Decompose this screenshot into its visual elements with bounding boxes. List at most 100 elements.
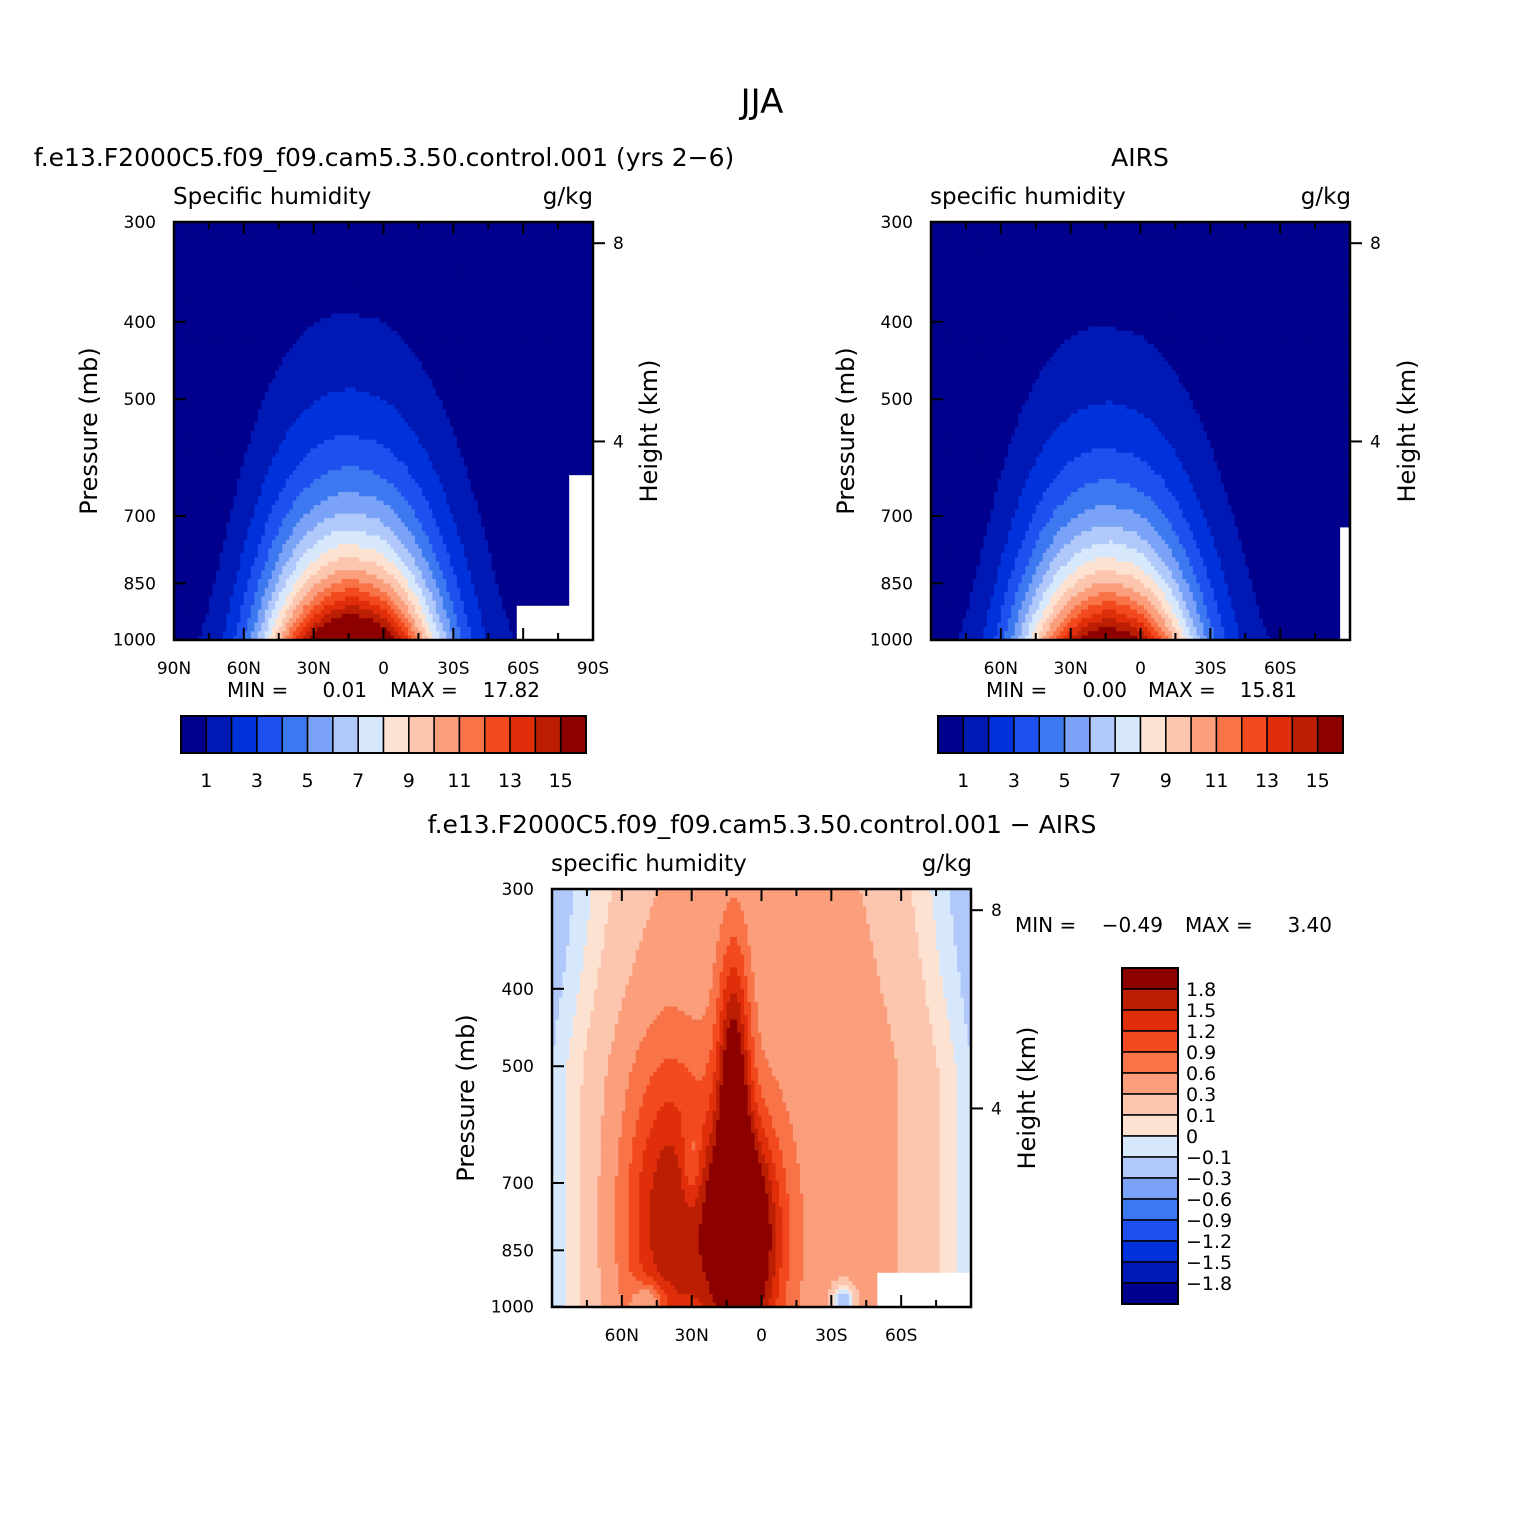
contour-cell [257, 326, 262, 332]
contour-cell [411, 370, 416, 375]
contour-cell [575, 261, 580, 267]
contour-cell [582, 396, 587, 402]
contour-cell [338, 243, 343, 249]
contour-cell [257, 317, 262, 323]
contour-cell [345, 383, 350, 389]
contour-cell [565, 274, 570, 280]
contour-cell [414, 235, 420, 241]
contour-cell [491, 243, 496, 249]
contour-cell [579, 265, 584, 271]
contour-cell [324, 243, 329, 249]
contour-cell [554, 343, 559, 349]
contour-cell [390, 226, 395, 232]
contour-cell [355, 278, 360, 284]
contour-cell [303, 326, 308, 332]
contour-cell [400, 387, 406, 393]
contour-cell [194, 296, 200, 301]
contour-cell [331, 239, 336, 245]
contour-cell [191, 339, 196, 345]
contour-cell [477, 317, 482, 323]
contour-cell [303, 330, 308, 336]
contour-cell [373, 269, 378, 275]
contour-cell [366, 265, 371, 271]
contour-cell [586, 352, 591, 358]
contour-cell [421, 274, 426, 280]
contour-cell [285, 326, 290, 332]
contour-cell [261, 352, 266, 358]
contour-cell [589, 348, 594, 354]
contour-cell [519, 256, 524, 262]
contour-cell [376, 235, 381, 241]
contour-cell [320, 291, 325, 297]
contour-cell [222, 326, 227, 332]
contour-cell [453, 348, 458, 354]
contour-cell [380, 230, 385, 236]
contour-cell [174, 309, 179, 315]
contour-cell [484, 313, 489, 319]
contour-cell [533, 378, 538, 384]
contour-cell [397, 339, 402, 345]
contour-cell [215, 374, 220, 380]
contour-cell [484, 278, 489, 284]
contour-cell [565, 387, 570, 393]
contour-cell [299, 235, 304, 241]
contour-cell [477, 383, 482, 389]
contour-cell [215, 330, 220, 336]
contour-cell [484, 282, 489, 288]
contour-cell [393, 291, 399, 297]
contour-cell [327, 352, 332, 358]
contour-cell [516, 278, 521, 284]
contour-cell [174, 256, 179, 262]
contour-cell [397, 256, 402, 262]
contour-cell [477, 300, 482, 306]
contour-cell [400, 356, 406, 362]
contour-cell [530, 226, 535, 232]
contour-cell [306, 335, 311, 341]
contour-cell [460, 282, 465, 288]
contour-cell [586, 239, 591, 245]
contour-cell [589, 304, 594, 310]
contour-cell [243, 396, 248, 402]
contour-cell [512, 330, 517, 336]
contour-cell [310, 243, 315, 249]
contour-cell [446, 361, 451, 367]
contour-cell [187, 391, 193, 397]
contour-cell [212, 352, 217, 358]
contour-cell [254, 300, 259, 306]
contour-cell [495, 300, 500, 306]
contour-cell [456, 222, 461, 227]
contour-cell [191, 304, 196, 310]
contour-cell [201, 396, 207, 402]
contour-cell [177, 222, 182, 227]
contour-cell [421, 235, 426, 241]
contour-cell [229, 370, 234, 375]
contour-cell [418, 374, 423, 380]
contour-cell [397, 296, 402, 301]
contour-cell [292, 348, 297, 354]
contour-cell [289, 370, 294, 375]
contour-cell [278, 265, 283, 271]
contour-cell [236, 282, 241, 288]
contour-cell [404, 248, 409, 254]
contour-cell [383, 248, 388, 254]
contour-cell [345, 391, 350, 397]
contour-cell [516, 261, 521, 267]
contour-cell [540, 304, 545, 310]
contour-cell [544, 226, 549, 232]
contour-cell [257, 313, 262, 319]
contour-cell [439, 282, 444, 288]
contour-cell [261, 330, 266, 336]
contour-cell [240, 309, 245, 315]
contour-cell [526, 387, 531, 393]
contour-cell [359, 304, 364, 310]
contour-cell [488, 248, 493, 254]
contour-cell [533, 282, 538, 288]
contour-cell [289, 300, 294, 306]
contour-cell [512, 235, 517, 241]
contour-cell [537, 287, 542, 293]
contour-cell [467, 313, 472, 319]
contour-cell [240, 278, 245, 284]
contour-cell [247, 300, 252, 306]
contour-cell [390, 269, 395, 275]
contour-cell [366, 274, 371, 280]
